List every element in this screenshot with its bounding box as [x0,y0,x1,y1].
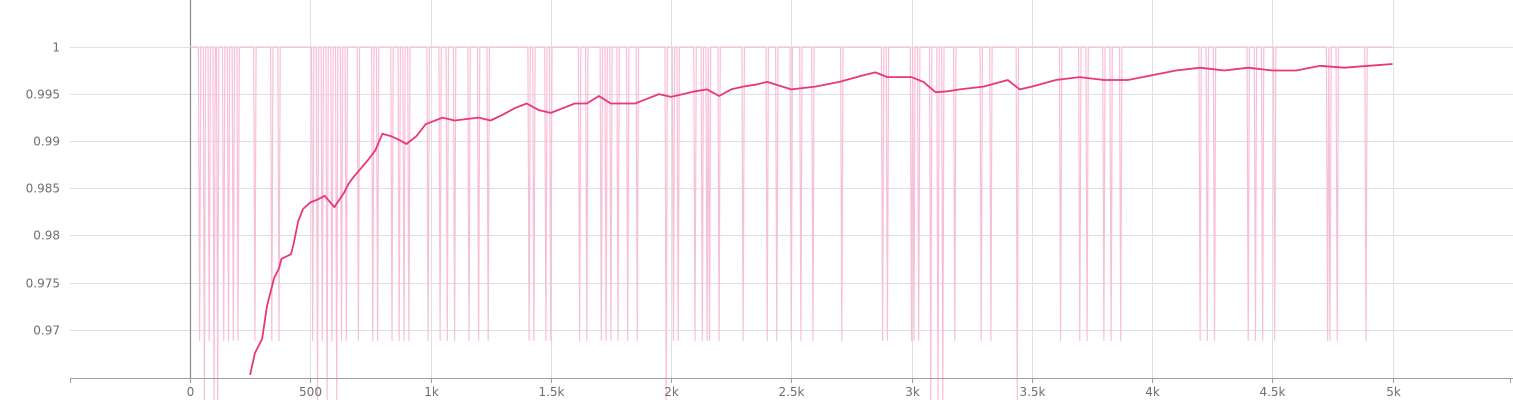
y-tick-label: 0.975 [26,277,60,291]
raw-series-line [190,46,1393,400]
x-tick-label: 3.5k [1019,385,1045,399]
x-tick-label: 2.5k [778,385,804,399]
y-tick-label: 0.995 [26,88,60,102]
y-tick-label: 0.99 [33,135,60,149]
x-tick-label: 1.5k [538,385,564,399]
x-tick-label: 2k [664,385,679,399]
raw-series-layer [190,46,1393,400]
x-tick-label: 5k [1386,385,1401,399]
x-tick-label: 1k [424,385,439,399]
x-tick-label: 4k [1145,385,1160,399]
smoothed-series-line [249,63,1393,375]
y-tick-label: 0.97 [33,324,60,338]
axis-layer: 1 0.995 0.99 0.985 0.98 0.975 0.97 0 500 1k 1.5k 2k… [26,41,1513,399]
x-tick-label: 3k [905,385,920,399]
x-tick-label: 4.5k [1259,385,1285,399]
x-tick-label: 0 [187,385,195,399]
y-tick-label: 0.985 [26,182,60,196]
y-tick-label: 1 [52,41,60,55]
y-tick-label: 0.98 [33,229,60,243]
smoothed-series-layer [249,63,1393,375]
x-tick-label: 500 [299,385,322,399]
